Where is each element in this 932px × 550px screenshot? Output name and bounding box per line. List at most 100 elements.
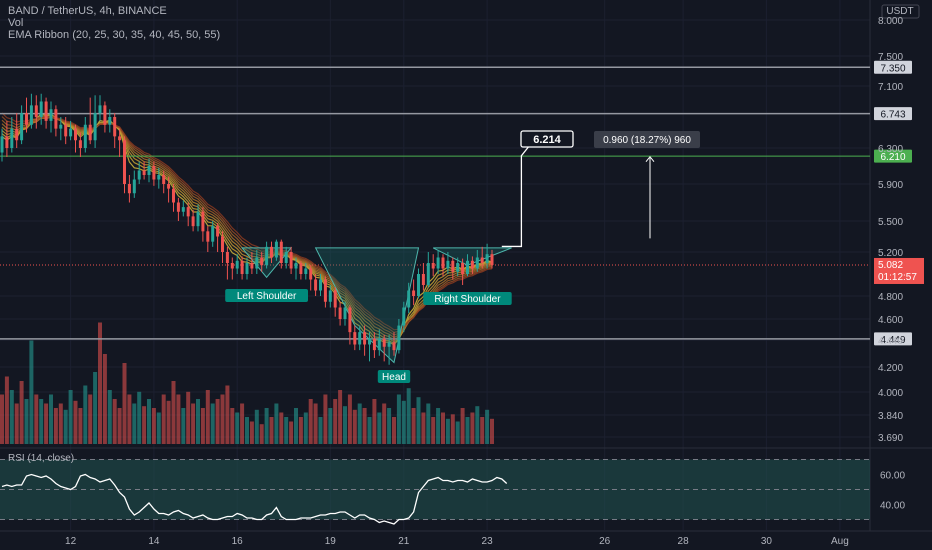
left-shoulder-label[interactable] [225,289,308,302]
candle-body [25,113,28,125]
candle-body [314,279,318,291]
volume-bar [328,408,333,444]
candle-body [113,117,117,137]
candle-body [426,263,430,285]
volume-bar [34,394,39,444]
date-axis[interactable]: 12 14 16 19 21 23 26 28 30 Aug [65,536,849,547]
volume-bar [460,408,465,444]
currency-button[interactable] [881,4,920,19]
candle-body [240,260,244,274]
volume-bar [24,399,29,444]
volume-bar [137,391,142,444]
volume-bar [68,390,73,444]
level-badge-label[interactable]: 6.210 [880,152,905,163]
volume-bar [117,408,122,444]
candle-body [387,342,391,347]
volume-bar [132,403,137,444]
measure-arrow-head [645,155,655,163]
level-badge[interactable] [874,332,912,346]
volume-bar [4,376,9,444]
volume-bar [98,322,102,444]
measure-box[interactable] [594,131,700,148]
candle-body [211,226,215,242]
candle-body [142,170,146,175]
level-badge[interactable] [874,149,912,163]
candle-body [265,246,269,266]
target-price-label[interactable]: 6.214 [533,134,561,146]
candle-body [186,207,190,217]
rsi-tick-label: 60.00 [880,471,905,482]
currency-label: USDT [886,6,913,17]
candle-body [456,263,460,272]
level-badge[interactable] [874,60,912,74]
left-shoulder-label-text[interactable]: Left Shoulder [237,291,297,302]
level-badge[interactable] [874,107,912,121]
price-tick-label: 5.200 [878,248,903,259]
volume-bar [318,417,323,444]
level-badge-label[interactable]: 6.743 [880,110,905,121]
grid [0,0,932,532]
head-label[interactable] [377,370,411,383]
volume-bar [44,403,49,444]
level-badge-label[interactable]: 4.449 [880,335,905,346]
candle-body [446,260,450,269]
volume-bar [485,409,490,444]
rsi-label[interactable]: RSI (14, close) [8,453,74,464]
volume-bar [78,408,83,444]
right-shoulder-label-text[interactable]: Right Shoulder [434,294,501,305]
volume-bar [29,340,34,444]
target-price-box[interactable] [520,130,574,148]
volume-indicator-label[interactable]: Vol [8,17,24,29]
volume-bar [406,388,411,444]
candle-body [103,105,107,125]
date-tick-label: 21 [398,536,410,547]
candle-body [485,254,489,263]
right-shoulder-label[interactable] [423,292,512,305]
candlesticks [0,93,494,365]
candle-body [152,166,156,180]
volume-bar [147,399,151,444]
volume-bar [186,391,191,444]
candle-body [368,338,371,345]
date-tick-label: 30 [761,536,773,547]
candle-countdown-label: 01:12:57 [878,272,917,283]
date-tick-label: 26 [599,536,611,547]
level-badge-label[interactable]: 7.350 [880,63,905,74]
volume-bar [279,412,284,444]
symbol-title[interactable]: BAND / TetherUS, 4h, BINANCE [8,5,167,17]
volume-bar [151,408,156,444]
candle-body [167,184,171,189]
candle-body [304,268,308,274]
candle-body [123,140,126,184]
volume-bar [205,390,210,444]
ema-ribbon-label[interactable]: EMA Ribbon (20, 25, 30, 35, 40, 45, 50, … [8,29,221,41]
rsi-line [1,473,508,525]
volume-bar [426,403,431,444]
volume-bar [245,417,249,444]
candle-body [93,113,97,141]
horizontal-levels[interactable] [0,66,870,340]
price-tick-label: 5.500 [878,217,903,228]
volume-bar [475,406,480,444]
volume-bar [382,403,387,444]
candle-body [353,332,357,345]
candle-body [230,263,234,269]
target-projection[interactable]: 6.214 0.960 (18.27%) 960 [501,130,700,248]
date-tick-label: 16 [232,536,244,547]
candle-body [441,257,445,269]
head-label-text[interactable]: Head [382,372,406,383]
volume-bar [377,412,382,444]
volume-bar [112,399,117,444]
measure-label[interactable]: 0.960 (18.27%) 960 [603,135,691,146]
volume-bar [0,394,4,444]
head-shape[interactable] [314,247,420,364]
candle-body [127,184,131,194]
candle-body [88,124,92,141]
target-path[interactable] [501,145,530,248]
volume-bar [235,412,240,444]
candle-body [221,236,224,252]
current-price-badge[interactable] [874,257,924,284]
volume-bar [19,381,24,444]
